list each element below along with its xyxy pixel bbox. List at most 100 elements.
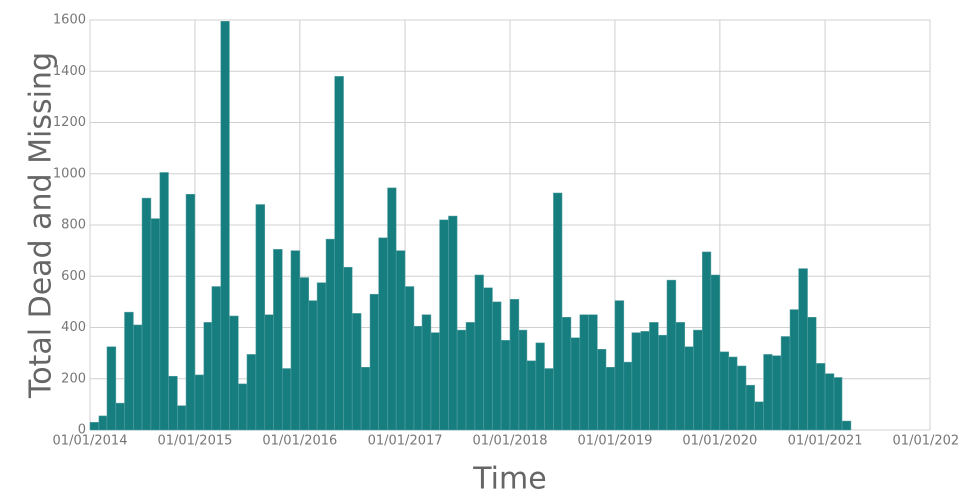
y-tick-label: 1400 [53,64,86,79]
y-tick-label: 200 [61,371,86,386]
bar [89,422,100,431]
bar [631,332,642,431]
bar [387,187,397,431]
bar [833,377,843,431]
x-tick-label: 01/01/2015 [157,434,232,449]
bar [378,237,388,431]
bar [133,324,143,431]
bar [238,383,248,431]
bar [325,238,335,431]
bar [544,368,554,431]
bar [203,322,213,431]
bar [343,267,353,431]
bar [623,361,633,431]
bar [351,313,362,431]
bar [421,314,432,431]
bar [211,286,222,431]
y-tick-label: 1600 [53,13,86,28]
x-tick-label: 01/01/2020 [682,434,757,449]
bar [395,250,406,431]
bar [745,384,755,431]
bar [273,249,283,431]
bar [597,349,607,431]
bar [658,334,668,431]
x-axis-label: Time [472,462,546,497]
x-tick-label: 01/01/2016 [262,434,337,449]
bar [518,329,528,431]
bar [316,282,327,431]
y-tick-label: 400 [61,320,86,335]
bar [728,356,738,431]
bar [500,340,511,431]
bar [255,204,266,431]
bar [526,360,537,431]
bar [824,373,835,431]
bar [299,277,310,431]
bar [369,293,379,431]
bar [553,192,563,431]
bar [456,329,467,431]
bar [334,76,344,431]
x-tick-label: 01/01/2022 [893,434,960,449]
bar [807,317,817,431]
bar [841,420,852,431]
bar [168,375,178,431]
x-tick-label: 01/01/2014 [53,434,128,449]
bar [588,314,598,431]
bar [185,194,196,431]
bar [509,299,520,431]
bar [308,300,318,431]
bar [710,274,721,431]
bar [177,405,187,431]
bar [360,366,371,431]
bar [640,331,650,431]
bar [404,286,415,431]
bar [614,300,625,431]
bar [115,402,125,431]
bar [159,172,169,431]
bar [649,322,659,431]
bar [561,317,572,431]
bar [124,311,134,431]
bar [789,309,799,431]
bar [439,219,449,431]
bar [535,342,545,431]
bar [780,336,791,431]
bar [684,346,694,431]
bar [736,365,747,431]
bar [754,401,764,431]
bar [579,314,589,431]
bar [570,337,581,431]
bar [430,332,440,431]
x-tick-label: 01/01/2021 [788,434,863,449]
y-tick-label: 600 [61,269,86,284]
bar [702,251,712,431]
bar [194,374,205,431]
y-axis-label: Total Dead and Missing [24,52,59,399]
y-tick-label: 1000 [53,166,86,181]
bar [220,21,230,431]
bar [492,301,502,431]
bar [719,351,730,431]
x-tick-label: 01/01/2017 [368,434,443,449]
bar [246,354,257,431]
bar [229,315,239,431]
bar [763,354,773,431]
y-tick-label: 0 [78,423,86,438]
bar [106,346,117,431]
bar [666,279,677,431]
x-tick-label: 01/01/2019 [577,434,652,449]
bar [141,197,152,431]
bar [474,274,484,431]
y-tick-label: 800 [61,218,86,233]
bar [290,250,301,431]
bar [413,325,423,431]
bar [282,368,292,431]
bar [98,415,108,431]
bar [605,366,616,431]
bar [815,363,826,431]
bar [264,314,274,431]
bar [675,322,686,431]
